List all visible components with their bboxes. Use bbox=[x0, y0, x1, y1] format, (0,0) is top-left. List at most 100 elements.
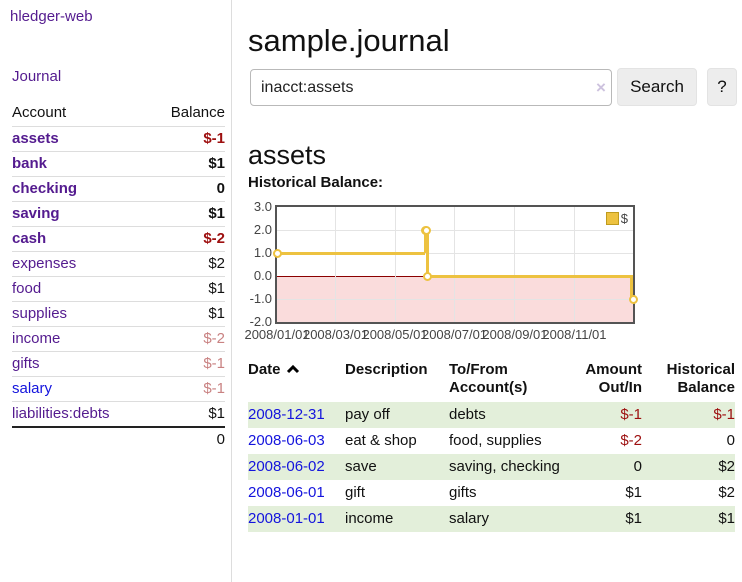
account-column-header: To/From Account(s) bbox=[449, 361, 528, 396]
account-link-assets[interactable]: assets bbox=[12, 130, 59, 147]
transaction-accounts: food, supplies bbox=[449, 432, 542, 449]
h-gridline bbox=[277, 229, 633, 231]
app-title[interactable]: hledger-web bbox=[10, 8, 93, 25]
y-axis-tick-label: -1.0 bbox=[249, 291, 272, 306]
account-link-salary[interactable]: salary bbox=[12, 380, 53, 397]
account-balance: $-1 bbox=[203, 130, 225, 147]
transaction-date-link[interactable]: 2008-01-01 bbox=[248, 510, 325, 527]
transaction-amount: $1 bbox=[625, 484, 642, 501]
chart-legend: $ bbox=[603, 210, 630, 227]
transaction-date-link[interactable]: 2008-12-31 bbox=[248, 406, 325, 423]
account-link-income[interactable]: income bbox=[12, 330, 61, 347]
account-link-supplies[interactable]: supplies bbox=[12, 305, 68, 322]
transaction-accounts: saving, checking bbox=[449, 458, 560, 475]
account-balance: $1 bbox=[208, 205, 225, 222]
account-link-checking[interactable]: checking bbox=[12, 180, 78, 197]
y-axis-tick-label: 2.0 bbox=[253, 222, 272, 237]
y-axis-tick-label: 3.0 bbox=[253, 199, 272, 214]
clear-search-icon[interactable]: × bbox=[596, 78, 606, 97]
transaction-amount: 0 bbox=[633, 458, 642, 475]
date-column-header[interactable]: Date bbox=[248, 359, 345, 402]
account-row: supplies $1 bbox=[12, 301, 225, 327]
series-line-segment bbox=[425, 230, 429, 276]
account-balance: $1 bbox=[208, 280, 225, 297]
account-link-cash[interactable]: cash bbox=[12, 230, 47, 247]
chart-plot-area: $ bbox=[272, 205, 638, 324]
transaction-date-link[interactable]: 2008-06-02 bbox=[248, 458, 325, 475]
transaction-date-link[interactable]: 2008-06-03 bbox=[248, 432, 325, 449]
series-line-segment bbox=[630, 276, 633, 299]
page-title: sample.journal bbox=[248, 22, 450, 58]
account-balance: $1 bbox=[208, 305, 225, 322]
chevron-up-icon bbox=[286, 361, 300, 379]
search-button[interactable]: Search bbox=[617, 68, 697, 106]
description-column-header: Description bbox=[345, 361, 428, 378]
account-heading: assets bbox=[248, 140, 327, 171]
account-link-bank[interactable]: bank bbox=[12, 155, 48, 172]
account-column-header: Account bbox=[12, 104, 67, 121]
x-axis-tick-label: 2008/01/01 bbox=[244, 327, 310, 342]
transaction-amount: $1 bbox=[625, 510, 642, 527]
account-link-gifts[interactable]: gifts bbox=[12, 355, 40, 372]
h-gridline bbox=[277, 298, 633, 300]
total-balance: 0 bbox=[216, 431, 225, 448]
y-axis-tick-label: 1.0 bbox=[253, 245, 272, 260]
transaction-description: save bbox=[345, 458, 377, 475]
amount-column-header: Amount Out/In bbox=[585, 361, 642, 396]
legend-label: $ bbox=[620, 211, 628, 226]
account-row: gifts $-1 bbox=[12, 351, 225, 377]
transaction-accounts: debts bbox=[449, 406, 486, 423]
account-row: checking 0 bbox=[12, 176, 225, 202]
register-row: 2008-06-01 gift gifts $1 $2 bbox=[248, 480, 735, 506]
account-link-food[interactable]: food bbox=[12, 280, 42, 297]
sidebar-item-journal[interactable]: Journal bbox=[12, 68, 62, 85]
data-point-marker bbox=[422, 271, 432, 281]
transaction-balance: $2 bbox=[718, 458, 735, 475]
series-line-segment bbox=[423, 230, 427, 253]
y-axis-tick-label: 0.0 bbox=[253, 268, 272, 283]
account-balance: $-2 bbox=[203, 330, 225, 347]
balance-column-header: Balance bbox=[170, 104, 225, 121]
account-balance: $-1 bbox=[203, 355, 225, 372]
account-row: cash $-2 bbox=[12, 226, 225, 252]
account-balance: $1 bbox=[208, 155, 225, 172]
account-link-liabilities-debts[interactable]: liabilities:debts bbox=[12, 405, 110, 422]
account-balance: $-2 bbox=[203, 230, 225, 247]
account-balance-table: Account Balance assets $-1 bank $1 check… bbox=[12, 100, 225, 452]
transaction-description: pay off bbox=[345, 406, 390, 423]
register-row: 2008-01-01 income salary $1 $1 bbox=[248, 506, 735, 532]
transaction-accounts: gifts bbox=[449, 484, 477, 501]
register-row: 2008-06-03 eat & shop food, supplies $-2… bbox=[248, 428, 735, 454]
transaction-description: eat & shop bbox=[345, 432, 417, 449]
x-axis-tick-label: 2008/05/01 bbox=[362, 327, 428, 342]
v-gridline bbox=[514, 207, 516, 322]
account-link-expenses[interactable]: expenses bbox=[12, 255, 77, 272]
transaction-balance: $-1 bbox=[713, 406, 735, 423]
transaction-balance: $1 bbox=[718, 510, 735, 527]
transaction-date-link[interactable]: 2008-06-01 bbox=[248, 484, 325, 501]
register-table: Date Description To/From Account(s) Amou… bbox=[248, 359, 735, 532]
account-row: food $1 bbox=[12, 276, 225, 302]
help-button[interactable]: ? bbox=[707, 68, 737, 106]
search-input[interactable] bbox=[250, 69, 612, 106]
transaction-accounts: salary bbox=[449, 510, 490, 527]
data-point-marker bbox=[421, 225, 431, 235]
register-row: 2008-12-31 pay off debts $-1 $-1 bbox=[248, 402, 735, 428]
legend-swatch-icon bbox=[605, 212, 619, 225]
account-balance: $-1 bbox=[203, 380, 225, 397]
account-balance: 0 bbox=[216, 180, 225, 197]
chart-y-axis-labels: 3.0 2.0 1.0 0.0 -1.0 -2.0 bbox=[238, 199, 272, 329]
account-link-saving[interactable]: saving bbox=[12, 205, 60, 222]
v-gridline bbox=[335, 207, 337, 322]
register-header-row: Date Description To/From Account(s) Amou… bbox=[248, 359, 735, 402]
sidebar: hledger-web Journal Account Balance asse… bbox=[0, 0, 232, 582]
x-axis-tick-label: 2008/03/01 bbox=[302, 327, 369, 342]
account-balance: $1 bbox=[208, 405, 225, 422]
account-table-total-row: 0 bbox=[12, 427, 225, 452]
data-point-marker bbox=[272, 248, 282, 258]
x-axis-tick-label: 2008/07/01 bbox=[421, 327, 488, 342]
account-row: liabilities:debts $1 bbox=[12, 401, 225, 428]
transaction-amount: $-2 bbox=[620, 432, 642, 449]
account-table-header: Account Balance bbox=[12, 100, 225, 127]
